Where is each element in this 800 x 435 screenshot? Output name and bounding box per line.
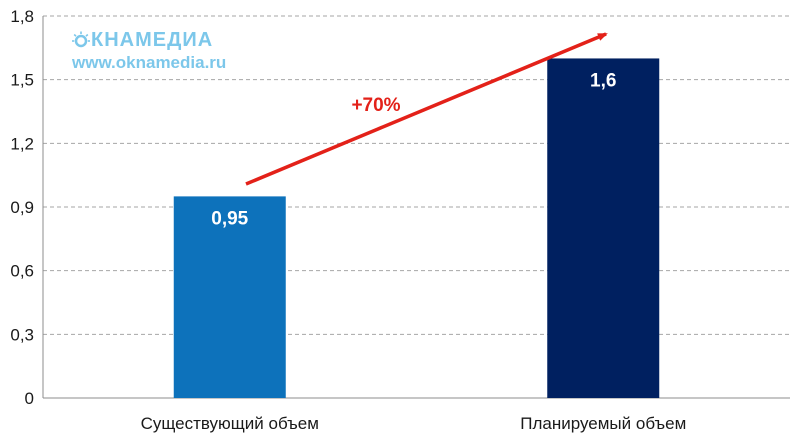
y-tick-label: 1,2	[10, 134, 34, 153]
growth-percent-label: +70%	[351, 95, 400, 116]
bar-value-label: 0,95	[211, 208, 248, 229]
y-tick-label: 0,6	[10, 262, 34, 281]
bar	[547, 58, 660, 398]
watermark-brand-text: КНАМЕДИА	[91, 29, 214, 51]
y-tick-label: 0,3	[10, 325, 34, 344]
x-category-label: Существующий объем	[141, 414, 319, 433]
axes	[42, 16, 790, 399]
growth-annotation: +70%	[245, 32, 608, 186]
x-category-label: Планируемый объем	[520, 414, 686, 433]
watermark-logo: КНАМЕДИА www.oknamedia.ru	[72, 30, 226, 71]
y-tick-label: 0,9	[10, 198, 34, 217]
growth-arrow	[245, 32, 608, 186]
bar-value-label: 1,6	[590, 70, 616, 91]
watermark-brand: КНАМЕДИА	[72, 30, 226, 50]
y-tick-label: 1,8	[10, 7, 34, 26]
gridlines	[43, 15, 790, 335]
watermark-url: www.oknamedia.ru	[72, 53, 227, 72]
y-tick-label: 1,5	[10, 71, 34, 90]
labels: 0 0,3 0,6 0,9 1,2 1,5 1,8 0,95 Существующий объе…	[10, 7, 686, 433]
bars	[173, 58, 660, 398]
sun-logo-icon	[72, 31, 90, 48]
y-tick-label: 0	[25, 389, 34, 408]
bar	[173, 196, 286, 398]
